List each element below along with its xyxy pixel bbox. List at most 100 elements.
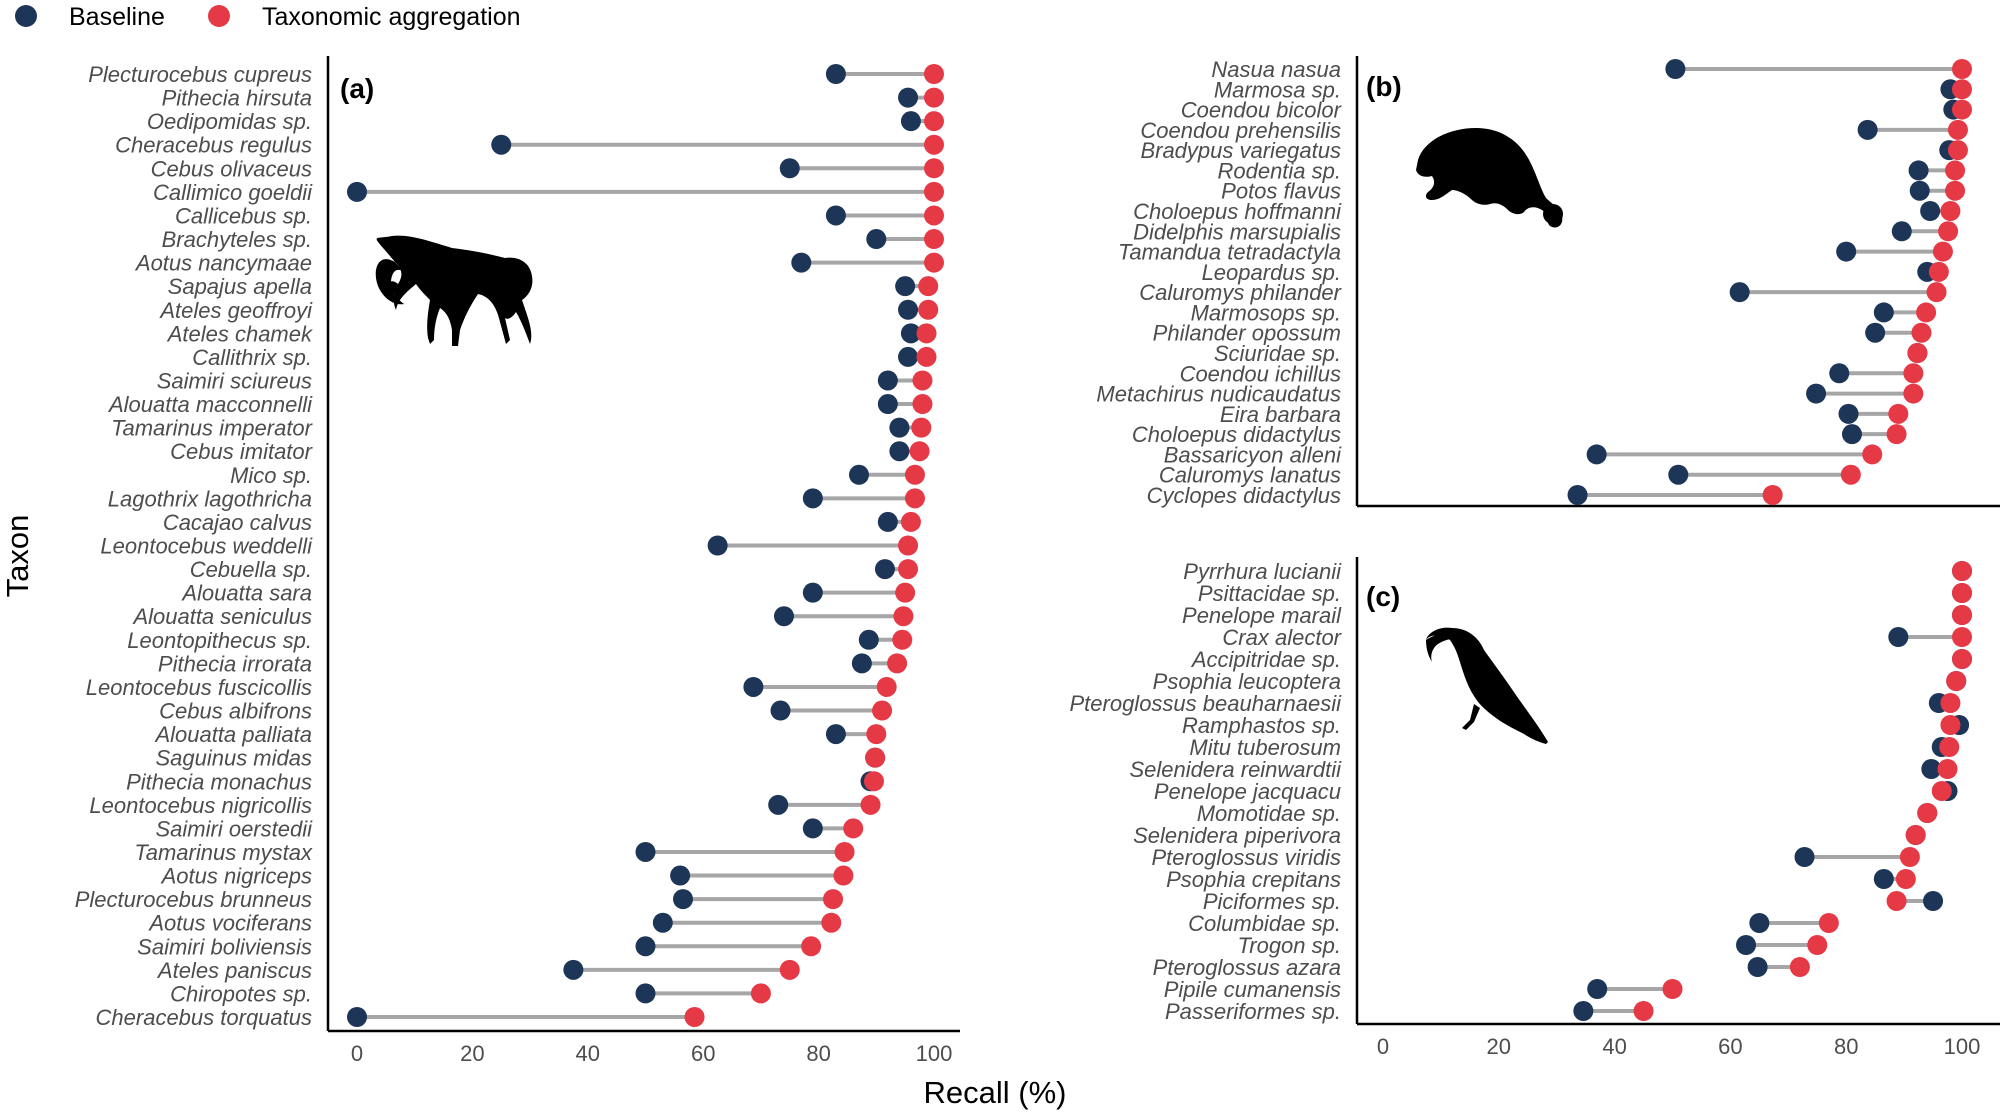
data-row: Pteroglossus azara <box>1153 955 1810 980</box>
baseline-point <box>1794 847 1815 867</box>
taxon-label: Psophia leucoptera <box>1153 669 1341 694</box>
taxon-label: Crax alector <box>1222 625 1342 650</box>
baseline-point <box>851 653 872 674</box>
aggregation-point <box>1945 160 1966 181</box>
aggregation-point <box>1840 464 1861 485</box>
aggregation-point <box>823 889 844 910</box>
aggregation-point <box>1947 140 1968 161</box>
taxon-label: Cebus albifrons <box>159 699 312 724</box>
taxon-label: Selenidera reinwardtii <box>1129 757 1342 782</box>
aggregation-point <box>1907 343 1928 363</box>
data-row: Cyclopes didactylus <box>1147 483 1783 508</box>
data-row: Marmosops sp. <box>1191 300 1937 325</box>
taxon-label: Coendou ichillus <box>1180 361 1341 386</box>
taxon-label: Chiropotes sp. <box>170 981 312 1006</box>
data-row: Callimico goeldii <box>153 180 944 205</box>
data-row: Trogon sp. <box>1237 933 1828 958</box>
aggregation-point <box>1895 869 1916 889</box>
baseline-point <box>858 629 879 650</box>
taxon-label: Choloepus didactylus <box>1132 422 1341 447</box>
taxon-label: Cacajao calvus <box>163 510 312 535</box>
data-row: Cheracebus torquatus <box>96 1005 705 1030</box>
monkey-silhouette <box>375 235 533 346</box>
taxon-label: Alouatta palliata <box>153 722 312 747</box>
baseline-point <box>898 299 919 320</box>
baseline-point <box>1836 241 1857 262</box>
aggregation-point <box>1952 561 1972 581</box>
data-row: Cacajao calvus <box>163 510 921 535</box>
aggregation-point <box>924 87 944 108</box>
taxon-label: Alouatta sara <box>180 581 312 606</box>
taxon-label: Aotus vociferans <box>147 911 312 936</box>
aggregation-point <box>895 582 916 603</box>
taxon-label: Tamandua tetradactyla <box>1118 240 1341 265</box>
taxon-label: Cheracebus torquatus <box>96 1005 312 1030</box>
taxon-label: Psophia crepitans <box>1166 867 1341 892</box>
data-row: Sciuridae sp. <box>1214 341 1928 366</box>
aggregation-point <box>1938 221 1959 242</box>
data-row: Ramphastos sp. <box>1182 713 1970 738</box>
taxon-label: Philander opossum <box>1153 321 1341 346</box>
data-row: Oedipomidas sp. <box>147 109 944 134</box>
baseline-point <box>773 606 794 627</box>
taxon-label: Tamarinus mystax <box>134 840 313 865</box>
taxon-label: Pithecia irrorata <box>158 651 312 676</box>
aggregation-point <box>863 771 884 792</box>
data-row: Caluromys lanatus <box>1159 463 1861 488</box>
taxon-label: Brachyteles sp. <box>162 227 312 252</box>
aggregation-point <box>924 111 944 132</box>
aggregation-point <box>916 346 937 367</box>
taxon-label: Didelphis marsupialis <box>1133 219 1341 244</box>
data-row: Leopardus sp. <box>1202 260 1949 285</box>
aggregation-point <box>860 794 881 815</box>
x-tick-label: 80 <box>806 1041 830 1066</box>
aggregation-point <box>1952 605 1972 625</box>
data-row: Callithrix sp. <box>192 345 937 370</box>
aggregation-point <box>1931 781 1952 801</box>
data-row: Mitu tuberosum <box>1189 735 1960 760</box>
aggregation-point <box>801 936 822 957</box>
data-row: Cebuella sp. <box>190 557 919 582</box>
baseline-point <box>825 64 846 84</box>
taxon-label: Sciuridae sp. <box>1214 341 1341 366</box>
aggregation-point <box>1952 583 1972 603</box>
data-row: Psophia crepitans <box>1166 867 1916 892</box>
aggregation-point <box>924 252 944 273</box>
taxon-label: Cebus imitator <box>170 439 314 464</box>
data-row: Plecturocebus cupreus <box>88 62 944 87</box>
x-tick-label: 40 <box>1602 1034 1626 1059</box>
taxon-label: Trogon sp. <box>1237 933 1341 958</box>
data-row: Didelphis marsupialis <box>1133 219 1959 244</box>
baseline-point <box>635 983 656 1004</box>
taxon-label: Ramphastos sp. <box>1182 713 1341 738</box>
data-row: Pithecia monachus <box>126 769 884 794</box>
aggregation-point <box>892 629 913 650</box>
taxon-label: Bassaricyon alleni <box>1164 442 1342 467</box>
taxon-label: Plecturocebus brunneus <box>75 887 312 912</box>
aggregation-point <box>1946 671 1967 691</box>
aggregation-point <box>924 205 944 226</box>
aggregation-point <box>898 559 919 580</box>
x-tick-label: 60 <box>691 1041 715 1066</box>
aggregation-point <box>918 276 939 297</box>
baseline-point <box>1908 160 1929 181</box>
taxon-label: Pithecia monachus <box>126 769 312 794</box>
aggregation-point <box>924 64 944 84</box>
baseline-point <box>848 464 869 485</box>
data-row: Ateles paniscus <box>156 958 800 983</box>
aggregation-point <box>1940 715 1961 735</box>
data-row: Columbidae sp. <box>1188 911 1839 936</box>
aggregation-point <box>912 370 933 391</box>
data-row: Psittacidae sp. <box>1198 581 1972 606</box>
data-row: Cebus olivaceus <box>151 156 944 181</box>
data-row: Accipitridae sp. <box>1190 647 1972 672</box>
aggregation-point <box>909 441 930 462</box>
aggregation-point <box>1917 803 1938 823</box>
taxon-label: Coendou prehensilis <box>1140 118 1341 143</box>
data-row: Coendou prehensilis <box>1140 118 1968 143</box>
data-row: Sapajus apella <box>168 274 939 299</box>
x-tick-label: 0 <box>1377 1034 1389 1059</box>
taxon-label: Alouatta macconnelli <box>107 392 313 417</box>
aggregation-point <box>1886 424 1907 445</box>
data-row: Ateles geoffroyi <box>158 298 939 323</box>
